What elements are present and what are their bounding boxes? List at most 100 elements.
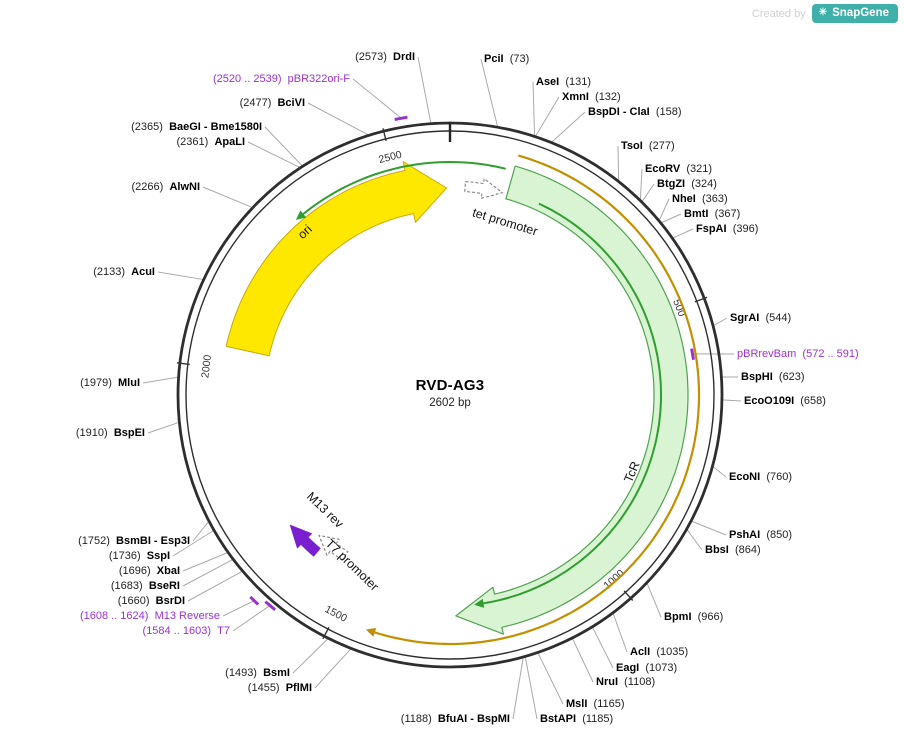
site-name: BsmI [263,667,290,679]
plasmid-name: RVD-AG3 [415,377,485,394]
primer-pBR322ori-F-mark[interactable] [394,115,408,121]
callout-line [147,421,180,434]
site-label[interactable]: (1608 .. 1624) M13 Reverse [80,608,220,624]
site-label[interactable]: BtgZI (324) [657,176,717,192]
site-name: EcoRV [645,163,681,175]
callout-line [182,558,234,587]
site-label[interactable]: (1660) BsrDI [118,593,185,609]
site-position: (158) [655,106,682,118]
site-label[interactable]: (1683) BseRI [111,578,180,594]
created-by-text: Created by [751,7,806,20]
site-name: BstAPI [540,713,577,725]
scale-tick [694,296,708,303]
site-name: BspDI - ClaI [588,106,650,118]
site-position: (623) [778,371,805,383]
site-position: (1608 .. 1624) [79,610,149,622]
site-label[interactable]: MslI (1165) [566,696,625,712]
site-label[interactable]: BspDI - ClaI (158) [588,104,682,120]
site-label[interactable]: BbsI (864) [705,542,761,558]
site-label[interactable]: (1493) BsmI [225,665,290,681]
site-name: pBRrevBam [737,348,797,360]
site-label[interactable]: (1910) BspEI [76,425,145,441]
site-label[interactable]: AseI (131) [536,74,591,90]
site-name: PshAI [729,529,761,541]
site-label[interactable]: AclI (1035) [630,644,688,660]
feature-tet-promoter-icon[interactable] [464,178,503,199]
site-label[interactable]: (1696) XbaI [119,563,180,579]
site-position: (850) [766,529,792,541]
callout-line [571,637,594,683]
feature-TcR-inner-transcript-arrow[interactable] [483,202,662,605]
site-label[interactable]: PciI (73) [484,51,529,67]
site-position: (1108) [624,676,656,688]
site-name: BpmI [664,611,692,623]
site-position: (324) [691,178,717,190]
callout-line [232,605,271,632]
site-label[interactable]: (1188) BfuAI - BspMI [401,711,510,727]
site-label[interactable]: TsoI (277) [621,138,675,154]
feature-tet-transcript-arrow-head[interactable] [365,628,377,637]
site-label[interactable]: EagI (1073) [616,660,677,676]
site-label[interactable]: BspHI (623) [741,369,805,385]
site-name: SgrAI [730,312,760,324]
site-name: ApaLI [214,136,245,148]
site-label[interactable]: NruI (1108) [596,674,655,690]
feature-M13-rev-primer-icon[interactable] [289,524,321,557]
site-label[interactable]: pBRrevBam (572 .. 591) [737,346,859,362]
feature-ori-transcript-arrow[interactable] [302,160,506,215]
site-label[interactable]: BstAPI (1185) [540,711,613,727]
feature-ori-arrow[interactable] [225,161,447,357]
site-label[interactable]: (2477) BciVI [240,95,305,111]
callout-line [172,529,215,557]
site-label[interactable]: (2520 .. 2539) pBR322ori-F [213,71,350,87]
site-label[interactable]: (1979) MluI [80,375,140,391]
site-label[interactable]: BmtI (367) [684,206,740,222]
site-label[interactable]: (2361) ApaLI [177,134,245,150]
site-name: T7 [217,625,230,637]
site-name: EagI [616,662,640,674]
site-label[interactable]: SgrAI (544) [730,310,791,326]
primer-M13-Reverse-mark[interactable] [249,595,260,606]
callout-line [202,186,253,209]
callout-line [591,626,614,669]
feature-ori-transcript-arrow-head[interactable] [295,210,307,220]
site-label[interactable]: FspAI (396) [696,221,758,237]
site-position: (1455) [247,682,280,694]
site-label[interactable]: (1455) PflMI [248,680,312,696]
site-position: (2133) [93,266,126,278]
site-label[interactable]: PshAI (850) [729,527,792,543]
primer-T7-mark[interactable] [264,600,277,611]
site-label[interactable]: EcoRV (321) [645,161,712,177]
site-name: TsoI [621,140,643,152]
site-position: (1910) [75,427,108,439]
site-label[interactable]: (1736) SspI [109,548,170,564]
site-position: (544) [765,312,792,324]
site-name: EcoNI [729,471,761,483]
feature-tet-transcript-arrow[interactable] [374,154,701,646]
site-label[interactable]: EcoO109I (658) [744,393,826,409]
callout-line [142,376,179,384]
site-label[interactable]: XmnI (132) [562,89,621,105]
site-position: (1660) [117,595,150,607]
callout-line [641,183,655,203]
callout-line [512,656,524,720]
site-label[interactable]: (1584 .. 1603) T7 [143,623,230,639]
callout-line [192,520,210,542]
site-label[interactable]: (2365) BaeGI - Bme1580I [131,119,262,135]
site-label[interactable]: (1752) BsmBI - Esp3I [78,533,190,549]
site-label[interactable]: (2573) DrdI [355,49,415,65]
site-label[interactable]: EcoNI (760) [729,469,792,485]
feature-TcR-inner-transcript-arrow-head[interactable] [474,598,485,608]
scale-tick [176,362,190,366]
callout-line [612,612,628,653]
primer-pBRrevBam-mark[interactable] [690,348,695,361]
site-label[interactable]: BpmI (966) [664,609,723,625]
site-label[interactable]: (2133) AcuI [93,264,155,280]
site-name: XmnI [562,91,589,103]
site-label[interactable]: (2266) AlwNI [132,179,200,195]
callout-line [532,81,536,137]
callout-line [690,520,727,536]
site-label[interactable]: NheI (363) [672,191,728,207]
feature-T7-promoter-icon[interactable] [318,534,349,561]
